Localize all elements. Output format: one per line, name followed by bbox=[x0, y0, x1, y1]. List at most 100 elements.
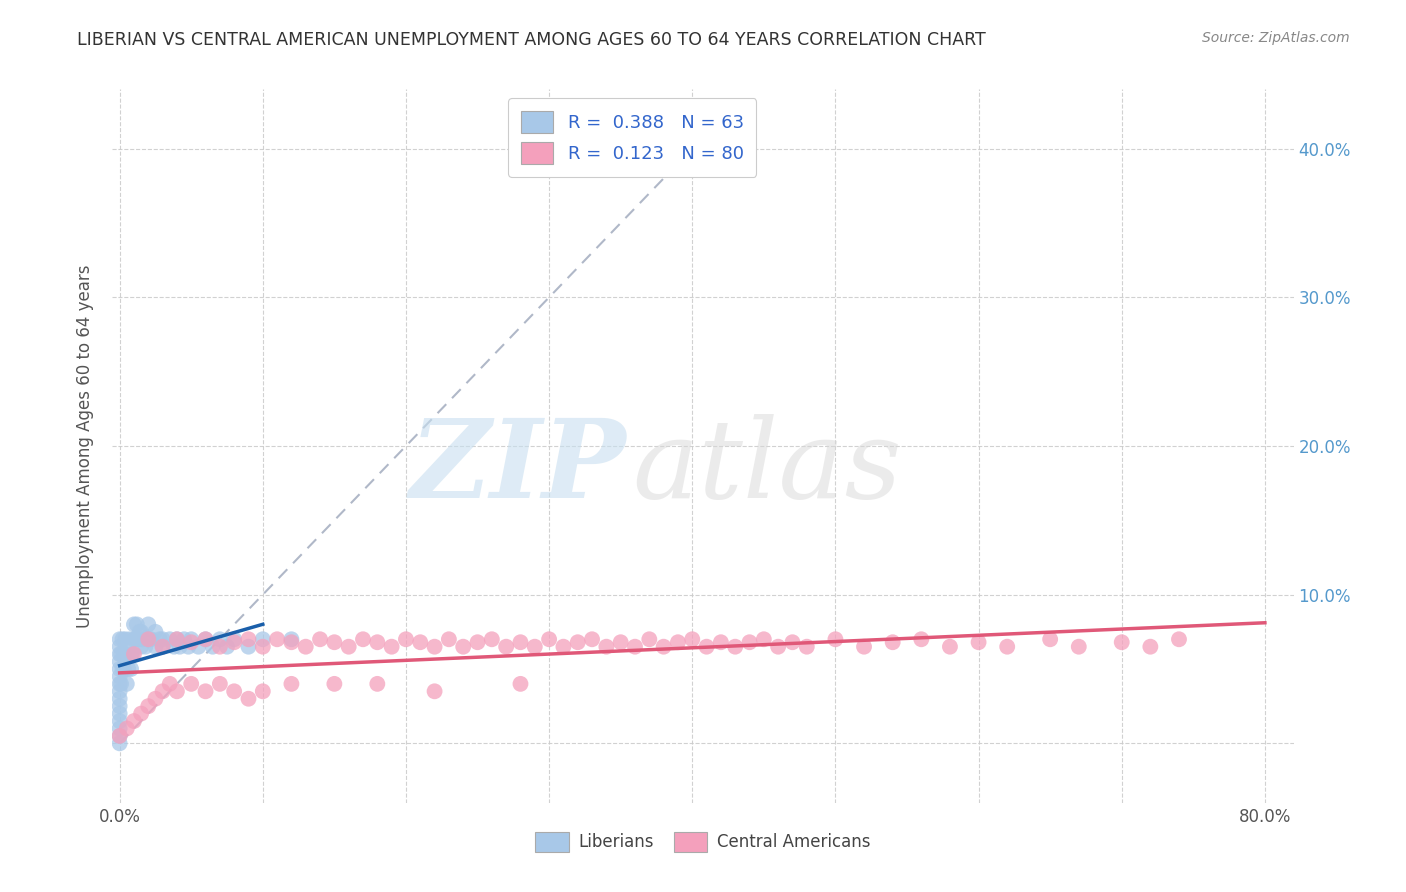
Point bbox=[481, 632, 503, 647]
Point bbox=[238, 691, 260, 706]
Point bbox=[423, 684, 446, 698]
Point bbox=[1168, 632, 1191, 647]
Point bbox=[509, 677, 531, 691]
Point bbox=[423, 640, 446, 654]
Point bbox=[638, 632, 661, 647]
Text: LIBERIAN VS CENTRAL AMERICAN UNEMPLOYMENT AMONG AGES 60 TO 64 YEARS CORRELATION : LIBERIAN VS CENTRAL AMERICAN UNEMPLOYMEN… bbox=[77, 31, 986, 49]
Point bbox=[595, 640, 617, 654]
Text: atlas: atlas bbox=[633, 414, 901, 521]
Point bbox=[1111, 635, 1133, 649]
Point bbox=[180, 635, 202, 649]
Point bbox=[666, 635, 689, 649]
Point bbox=[152, 632, 174, 647]
Point bbox=[266, 632, 288, 647]
Point bbox=[782, 635, 804, 649]
Point bbox=[134, 640, 156, 654]
Point bbox=[381, 640, 404, 654]
Point bbox=[366, 677, 388, 691]
Point bbox=[139, 632, 162, 647]
Point bbox=[108, 736, 131, 750]
Point bbox=[122, 647, 145, 661]
Point bbox=[280, 635, 302, 649]
Point bbox=[409, 635, 432, 649]
Point bbox=[129, 624, 152, 639]
Point bbox=[114, 632, 136, 647]
Point bbox=[323, 635, 346, 649]
Point bbox=[238, 632, 260, 647]
Point bbox=[882, 635, 904, 649]
Point bbox=[395, 632, 418, 647]
Point bbox=[609, 635, 631, 649]
Point bbox=[136, 632, 159, 647]
Point bbox=[115, 722, 138, 736]
Point bbox=[122, 617, 145, 632]
Text: Source: ZipAtlas.com: Source: ZipAtlas.com bbox=[1202, 31, 1350, 45]
Point bbox=[581, 632, 603, 647]
Point bbox=[280, 677, 302, 691]
Point bbox=[252, 632, 274, 647]
Point bbox=[451, 640, 474, 654]
Point bbox=[366, 635, 388, 649]
Point bbox=[224, 684, 246, 698]
Point bbox=[995, 640, 1018, 654]
Point bbox=[108, 714, 131, 728]
Point bbox=[323, 677, 346, 691]
Point bbox=[1067, 640, 1090, 654]
Point bbox=[337, 640, 360, 654]
Point bbox=[215, 640, 238, 654]
Point bbox=[122, 714, 145, 728]
Point bbox=[187, 640, 209, 654]
Point bbox=[437, 632, 460, 647]
Point bbox=[122, 632, 145, 647]
Point bbox=[108, 655, 131, 669]
Point bbox=[112, 662, 135, 676]
Point bbox=[108, 699, 131, 714]
Point bbox=[112, 647, 135, 661]
Point bbox=[710, 635, 733, 649]
Point bbox=[110, 647, 132, 661]
Point bbox=[824, 632, 846, 647]
Point bbox=[136, 632, 159, 647]
Point bbox=[108, 640, 131, 654]
Point bbox=[967, 635, 990, 649]
Point bbox=[238, 640, 260, 654]
Point bbox=[145, 691, 167, 706]
Point bbox=[752, 632, 775, 647]
Point bbox=[681, 632, 703, 647]
Point bbox=[145, 624, 167, 639]
Point bbox=[108, 647, 131, 661]
Point bbox=[224, 635, 246, 649]
Point bbox=[567, 635, 589, 649]
Point bbox=[111, 662, 134, 676]
Point bbox=[1139, 640, 1161, 654]
Point bbox=[108, 729, 131, 743]
Point bbox=[159, 677, 181, 691]
Point bbox=[553, 640, 575, 654]
Point bbox=[136, 617, 159, 632]
Point bbox=[108, 632, 131, 647]
Point bbox=[124, 632, 146, 647]
Point bbox=[509, 635, 531, 649]
Point bbox=[194, 684, 217, 698]
Point bbox=[152, 684, 174, 698]
Point bbox=[145, 640, 167, 654]
Point bbox=[224, 632, 246, 647]
Point bbox=[309, 632, 332, 647]
Point bbox=[853, 640, 876, 654]
Point bbox=[208, 632, 231, 647]
Point bbox=[201, 640, 224, 654]
Point bbox=[152, 640, 174, 654]
Point bbox=[121, 647, 143, 661]
Point bbox=[129, 706, 152, 721]
Point bbox=[108, 729, 131, 743]
Point bbox=[110, 677, 132, 691]
Point bbox=[166, 684, 188, 698]
Legend: Liberians, Central Americans: Liberians, Central Americans bbox=[529, 825, 877, 859]
Point bbox=[152, 640, 174, 654]
Point bbox=[136, 699, 159, 714]
Point bbox=[166, 632, 188, 647]
Point bbox=[738, 635, 761, 649]
Point bbox=[108, 662, 131, 676]
Point bbox=[280, 632, 302, 647]
Point bbox=[115, 647, 138, 661]
